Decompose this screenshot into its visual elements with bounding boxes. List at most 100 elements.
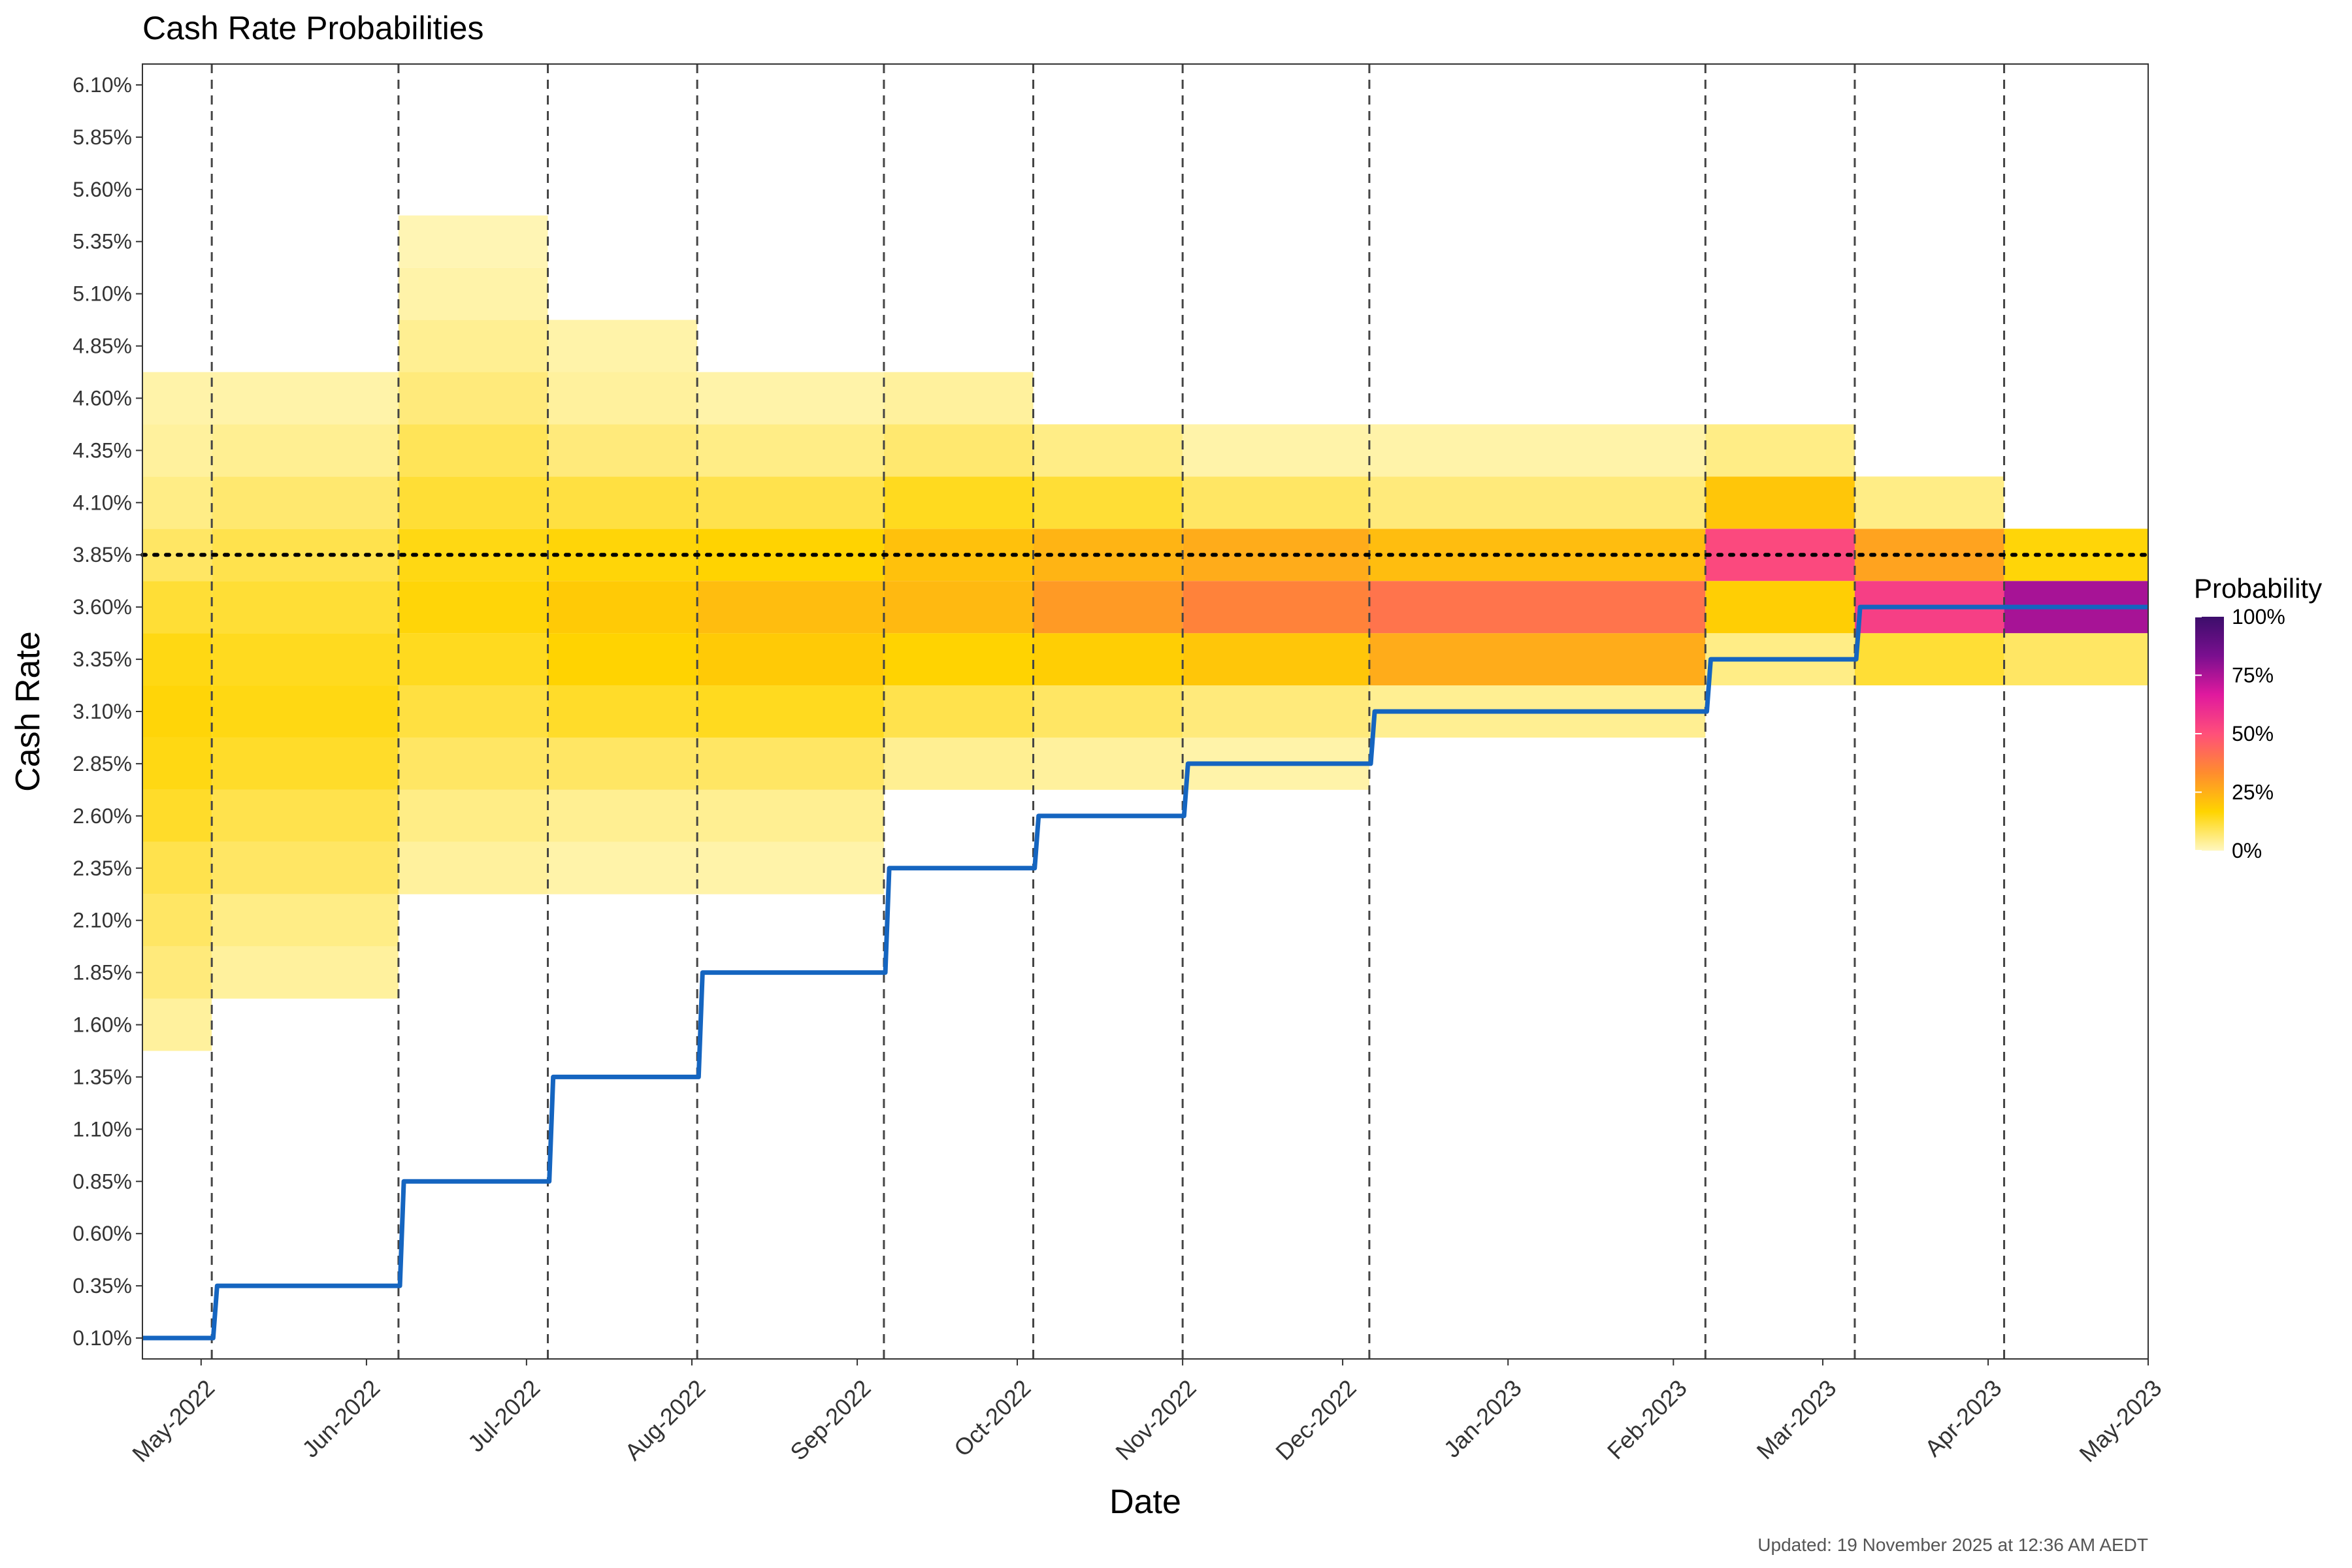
heat-cell — [398, 424, 548, 477]
heat-cell — [1369, 529, 1706, 581]
heat-cell — [697, 737, 884, 790]
heat-cell — [1183, 633, 1369, 686]
y-tick-label: 3.85% — [73, 543, 132, 566]
heat-cell — [697, 424, 884, 477]
heat-cell — [547, 737, 698, 790]
heat-cell — [398, 789, 548, 842]
y-axis-title: Cash Rate — [9, 631, 47, 792]
heat-cell — [1369, 633, 1706, 686]
heat-cell — [883, 633, 1034, 686]
heat-cell — [398, 476, 548, 529]
y-tick-label: 2.10% — [73, 909, 132, 932]
heat-cell — [697, 789, 884, 842]
heat-cell — [398, 215, 548, 268]
y-tick-label: 2.35% — [73, 857, 132, 880]
heat-cell — [398, 267, 548, 320]
heat-cell — [1854, 633, 2004, 686]
cash-rate-line — [142, 604, 2148, 1341]
heat-cell — [1183, 424, 1369, 477]
y-tick-label: 1.35% — [73, 1065, 132, 1088]
heat-cell — [697, 685, 884, 738]
heat-cell — [1033, 685, 1183, 738]
y-tick-label: 5.10% — [73, 282, 132, 306]
legend-title: Probability — [2194, 573, 2322, 604]
y-tick-label: 5.60% — [73, 178, 132, 201]
heat-cell — [547, 319, 698, 372]
y-tick-label: 4.85% — [73, 335, 132, 358]
cash-rate-series — [142, 604, 2148, 1341]
y-tick-label: 0.10% — [73, 1326, 132, 1350]
heat-cell — [1369, 581, 1706, 634]
heat-cell — [1183, 685, 1369, 738]
y-axis: 0.10% 0.35% 0.60% 0.85% 1.10% 1.35% 1.60% 1.85%… — [73, 73, 142, 1350]
heat-cell — [547, 372, 698, 425]
heat-cell — [1369, 424, 1706, 477]
heat-cell — [547, 476, 698, 529]
heat-cell — [142, 841, 212, 894]
heat-cell — [1033, 737, 1183, 790]
heat-cell — [398, 841, 548, 894]
y-tick-label: 1.60% — [73, 1013, 132, 1037]
heat-cell — [142, 789, 212, 842]
x-axis-title: Date — [1109, 1483, 1181, 1521]
heat-cell — [883, 372, 1034, 425]
heat-cell — [547, 581, 698, 634]
heat-cell — [547, 789, 698, 842]
y-tick-label: 2.60% — [73, 804, 132, 828]
heat-cell — [883, 737, 1034, 790]
heat-cell — [398, 633, 548, 686]
heat-cell — [212, 737, 399, 790]
heat-cell — [2004, 633, 2148, 686]
y-tick-label: 5.35% — [73, 230, 132, 253]
y-tick-label: 4.10% — [73, 491, 132, 514]
heat-cell — [1033, 633, 1183, 686]
y-tick-label: 0.35% — [73, 1274, 132, 1298]
heat-cell — [1183, 476, 1369, 529]
heat-cell — [212, 685, 399, 738]
heat-cell — [1854, 476, 2004, 529]
heat-cell — [1033, 424, 1183, 477]
heat-cell — [883, 424, 1034, 477]
heat-cell — [547, 633, 698, 686]
heat-cell — [212, 946, 399, 999]
heat-cell — [212, 424, 399, 477]
heat-cell — [697, 581, 884, 634]
heat-cell — [1033, 581, 1183, 634]
heat-cell — [212, 894, 399, 947]
heat-cell — [883, 581, 1034, 634]
legend: Probability 0% 25% 50% 75% 100% — [2194, 573, 2322, 862]
y-tick-label: 1.10% — [73, 1117, 132, 1141]
heat-cell — [883, 685, 1034, 738]
heatmap-layer — [142, 215, 2148, 1051]
y-tick-label: 4.60% — [73, 386, 132, 410]
heat-cell — [547, 841, 698, 894]
legend-label: 100% — [2232, 605, 2285, 629]
heat-cell — [1705, 581, 1855, 634]
y-tick-label: 4.35% — [73, 438, 132, 462]
heat-cell — [142, 424, 212, 477]
y-tick-label: 6.10% — [73, 73, 132, 97]
heat-cell — [1183, 581, 1369, 634]
heat-cell — [547, 424, 698, 477]
y-tick-label: 0.60% — [73, 1222, 132, 1245]
y-tick-label: 3.35% — [73, 647, 132, 671]
heat-cell — [142, 894, 212, 947]
heat-cell — [212, 581, 399, 634]
y-tick-label: 5.85% — [73, 125, 132, 149]
heat-cell — [142, 372, 212, 425]
heat-cell — [398, 737, 548, 790]
heat-cell — [212, 841, 399, 894]
legend-label: 25% — [2232, 781, 2274, 804]
heat-cell — [1705, 424, 1855, 477]
heat-cell — [1369, 476, 1706, 529]
heat-cell — [398, 685, 548, 738]
update-caption: Updated: 19 November 2025 at 12:36 AM AE… — [1757, 1535, 2148, 1555]
heat-cell — [1033, 476, 1183, 529]
heat-cell — [883, 476, 1034, 529]
heat-cell — [398, 581, 548, 634]
heat-cell — [697, 633, 884, 686]
heat-cell — [142, 633, 212, 686]
heat-cell — [697, 372, 884, 425]
heat-cell — [697, 841, 884, 894]
